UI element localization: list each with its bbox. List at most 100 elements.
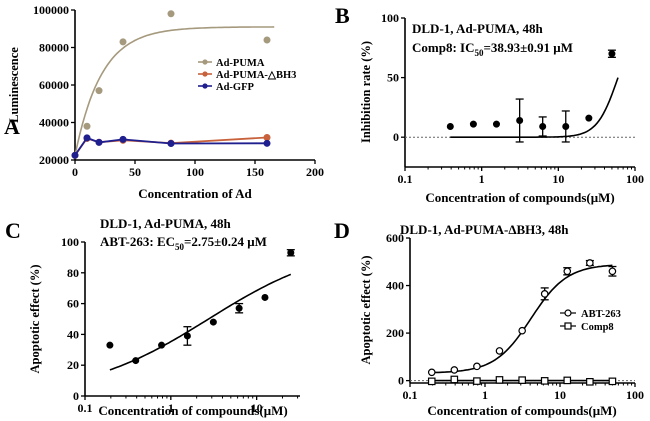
c-y-tick-label-5: 100 <box>61 235 79 249</box>
c-y-tick-label-2: 40 <box>67 327 79 341</box>
b-series-comp8-point <box>492 120 500 128</box>
d-x-tick-label-2: 10 <box>554 388 566 402</box>
c-annotation-cell-line: DLD-1, Ad-PUMA, 48h <box>100 216 231 231</box>
d-x-tick-label-0: 0.1 <box>403 388 418 402</box>
c-annotation-ec50-value: =2.75±0.24 μM <box>184 234 267 249</box>
b-x-tick-label-2: 10 <box>552 172 564 186</box>
a-series-ad-gfp-point <box>71 151 79 159</box>
panel-label-b: B <box>335 3 350 28</box>
d-x-tick-label-3: 100 <box>626 388 644 402</box>
c-series-abt-263-point <box>287 249 295 257</box>
b-y-tick-label-2: 100 <box>381 11 399 25</box>
panel-label-a: A <box>4 114 20 139</box>
a-x-tick-label-3: 150 <box>246 165 264 179</box>
a-y-tick-label-3: 80000 <box>39 41 69 55</box>
panel-label-d: D <box>334 218 350 243</box>
a-series-ad-puma-fit-curve <box>74 26 275 156</box>
d-y-tick-label-1: 200 <box>386 326 404 340</box>
d-series-comp8-point <box>427 377 436 386</box>
c-annotation-ec50-prefix: ABT-263: EC <box>100 234 175 249</box>
a-x-tick-label-0: 0 <box>72 165 78 179</box>
b-annotation-ic50-prefix: Comp8: IC <box>412 40 474 55</box>
d-y-axis-label: Apoptotic effect (%) <box>359 256 373 365</box>
a-series-ad-gfp-point <box>83 134 91 142</box>
panel-b: B 0.1 1 10 100 0 50 100 DLD-1, Ad-PUMA, 48h Co… <box>335 3 644 205</box>
b-series-comp8-point <box>469 120 477 128</box>
a-series-ad-puma-point <box>167 10 175 18</box>
a-legend-label-ad-gfp: Ad-GFP <box>216 82 255 93</box>
a-series-ad-gfp-line <box>74 136 268 156</box>
c-series-abt-263-point <box>261 293 269 301</box>
d-series-comp8-point <box>450 375 459 384</box>
a-series-ad-gfp-point <box>167 140 175 148</box>
a-legend-marker-ad-puma <box>202 59 208 65</box>
b-annotation-cell-line: DLD-1, Ad-PUMA, 48h <box>412 21 543 36</box>
a-series-ad-puma-point <box>83 122 91 130</box>
d-series-abt-263-point <box>563 267 572 276</box>
d-series-comp8-point <box>563 376 572 385</box>
b-annotation-ic50-sub: 50 <box>474 48 484 58</box>
c-annotation-ec50: ABT-263: EC50=2.75±0.24 μM <box>100 234 267 252</box>
a-legend: Ad-PUMA Ad-PUMA-△BH3 Ad-GFP <box>198 58 296 93</box>
d-series-comp8-point <box>540 377 549 385</box>
a-y-tick-label-1: 40000 <box>39 116 69 130</box>
b-series-comp8-point <box>516 117 524 125</box>
d-series-comp8-point <box>473 377 481 385</box>
panel-label-c: C <box>5 218 21 243</box>
b-series-comp8-point <box>585 114 593 122</box>
a-legend-label-ad-puma: Ad-PUMA <box>216 58 265 69</box>
panel-d: D 0.1 1 10 100 0 200 400 600 DLD-1, Ad-PUMA-ΔBH… <box>334 218 644 418</box>
d-series-abt-263-point <box>608 267 617 276</box>
d-legend-label-comp8: Comp8 <box>581 322 614 333</box>
a-y-tick-label-0: 20000 <box>39 153 69 167</box>
a-series-ad-puma-bh3-point <box>263 134 271 142</box>
d-annotation-cell-line: DLD-1, Ad-PUMA-ΔBH3, 48h <box>400 222 569 237</box>
b-x-tick-label-3: 100 <box>626 172 644 186</box>
a-y-tick-label-4: 100000 <box>33 3 69 17</box>
c-y-tick-label-0: 0 <box>73 389 79 403</box>
c-y-tick-label-4: 80 <box>67 266 79 280</box>
d-y-tick-label-3: 600 <box>386 231 404 245</box>
c-series-abt-263-point <box>209 318 217 326</box>
d-y-tick-label-0: 0 <box>398 374 404 388</box>
d-x-axis-label: Concentration of compounds(μM) <box>427 403 616 418</box>
d-series-comp8-point <box>518 376 526 384</box>
b-x-tick-label-0: 0.1 <box>398 172 413 186</box>
d-legend-marker-comp8 <box>564 322 572 330</box>
c-x-tick-label-1: 1 <box>168 401 174 415</box>
d-series-abt-263-point <box>540 290 549 298</box>
d-series-abt-263-point <box>518 326 526 335</box>
d-series-abt-263-point <box>450 366 459 374</box>
panel-a: A 0 50 100 150 200 20000 40000 60000 80000 100000… <box>4 3 324 201</box>
a-legend-marker-ad-puma-bh3 <box>202 71 208 77</box>
b-series-comp8-point <box>539 122 547 130</box>
d-y-tick-label-2: 400 <box>386 279 404 293</box>
d-series-abt-263-point <box>495 347 504 355</box>
c-y-tick-label-3: 60 <box>67 297 79 311</box>
b-y-tick-label-1: 50 <box>387 71 399 85</box>
a-legend-marker-ad-gfp <box>202 83 208 89</box>
b-y-tick-label-0: 0 <box>393 130 399 144</box>
b-x-axis-label: Concentration of compounds(μM) <box>425 190 614 205</box>
b-series-comp8-point <box>562 122 570 130</box>
d-series-abt-263-point <box>586 259 594 267</box>
d-legend-label-abt263: ABT-263 <box>581 309 621 320</box>
a-series-ad-gfp-point <box>263 139 271 147</box>
d-series-abt-263-point <box>473 362 481 371</box>
c-x-tick-label-2: 10 <box>251 401 263 415</box>
c-x-tick-label-0: 0.1 <box>78 401 93 415</box>
a-x-axis-label: Concentration of Ad <box>138 186 252 201</box>
c-series-abt-263-point <box>183 332 191 340</box>
a-x-tick-label-2: 100 <box>186 165 204 179</box>
d-series-comp8-point <box>608 377 617 386</box>
b-annotation-ic50-value: =38.93±0.91 μM <box>483 40 572 55</box>
a-series-ad-puma-point <box>119 38 127 46</box>
b-annotation-ic50: Comp8: IC50=38.93±0.91 μM <box>412 40 573 58</box>
d-series-comp8-point <box>586 378 594 386</box>
b-series-comp8-point <box>608 50 616 58</box>
c-y-axis-label: Apoptotic effect (%) <box>28 265 42 374</box>
c-series-abt-263-point <box>158 341 166 349</box>
c-series-abt-263-point <box>106 341 114 349</box>
a-series-ad-gfp-point <box>95 138 103 146</box>
